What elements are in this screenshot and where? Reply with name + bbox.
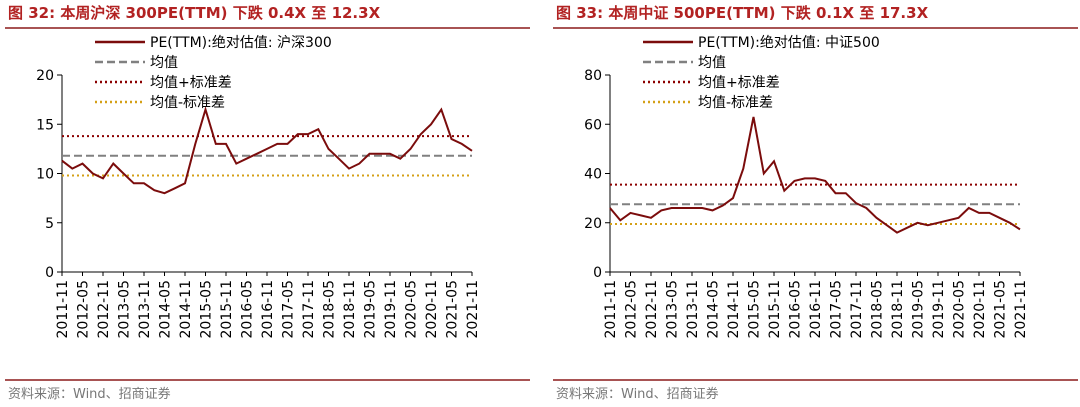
x-tick-label: 2012-05 — [76, 280, 92, 339]
x-tick-label: 2021-11 — [465, 280, 481, 339]
legend-label: 均值+标准差 — [150, 75, 232, 91]
x-tick-label: 2011-11 — [603, 280, 619, 339]
legend-label: PE(TTM):绝对估值: 沪深300 — [150, 35, 332, 51]
y-tick-label: 15 — [36, 117, 54, 133]
x-tick-label: 2018-05 — [870, 280, 886, 339]
x-tick-label: 2012-11 — [644, 280, 660, 339]
x-tick-label: 2018-11 — [890, 280, 906, 339]
x-tick-label: 2014-11 — [726, 280, 742, 339]
x-tick-label: 2015-11 — [219, 280, 235, 339]
x-tick-label: 2020-11 — [424, 280, 440, 339]
x-tick-label: 2013-05 — [665, 280, 681, 339]
x-tick-label: 2017-11 — [849, 280, 865, 339]
x-tick-label: 2015-05 — [747, 280, 763, 339]
x-tick-label: 2018-11 — [342, 280, 358, 339]
x-tick-label: 2021-11 — [1013, 280, 1029, 339]
data-line — [61, 105, 473, 195]
legend-label: PE(TTM):绝对估值: 中证500 — [698, 35, 880, 51]
legend-label: 均值-标准差 — [150, 95, 225, 111]
x-tick-label: 2019-11 — [383, 280, 399, 339]
x-tick-label: 2019-05 — [911, 280, 927, 339]
x-tick-label: 2019-11 — [931, 280, 947, 339]
x-tick-label: 2017-05 — [281, 280, 297, 339]
x-tick-label: 2020-11 — [972, 280, 988, 339]
x-tick-label: 2017-11 — [301, 280, 317, 339]
x-tick-label: 2014-11 — [178, 280, 194, 339]
x-tick-label: 2015-05 — [199, 280, 215, 339]
x-tick-label: 2013-11 — [685, 280, 701, 339]
y-tick-label: 10 — [36, 167, 54, 183]
x-tick-label: 2021-05 — [445, 280, 461, 339]
x-tick-label: 2013-11 — [137, 280, 153, 339]
x-tick-label: 2012-05 — [624, 280, 640, 339]
x-tick-label: 2016-05 — [788, 280, 804, 339]
chart-title: 图 32: 本周沪深 300PE(TTM) 下跌 0.4X 至 12.3X — [8, 4, 381, 22]
source: 资料来源：Wind、招商证券 — [8, 386, 171, 402]
y-tick-label: 20 — [36, 68, 54, 84]
data-line — [609, 116, 1021, 234]
y-tick-label: 40 — [584, 167, 602, 183]
x-tick-label: 2020-05 — [404, 280, 420, 339]
x-tick-label: 2018-05 — [322, 280, 338, 339]
legend-label: 均值+标准差 — [698, 75, 780, 91]
x-tick-label: 2017-05 — [829, 280, 845, 339]
y-tick-label: 80 — [584, 68, 602, 84]
legend-label: 均值 — [698, 55, 726, 71]
x-tick-label: 2016-11 — [260, 280, 276, 339]
y-tick-label: 60 — [584, 117, 602, 133]
x-tick-label: 2016-05 — [240, 280, 256, 339]
x-tick-label: 2013-05 — [117, 280, 133, 339]
x-tick-label: 2016-11 — [808, 280, 824, 339]
legend-label: 均值-标准差 — [698, 95, 773, 111]
x-tick-label: 2014-05 — [706, 280, 722, 339]
source: 资料来源：Wind、招商证券 — [556, 386, 719, 402]
legend-label: 均值 — [150, 55, 178, 71]
chart-title: 图 33: 本周中证 500PE(TTM) 下跌 0.1X 至 17.3X — [556, 4, 929, 22]
x-tick-label: 2014-05 — [158, 280, 174, 339]
x-tick-label: 2015-11 — [767, 280, 783, 339]
y-tick-label: 0 — [593, 265, 602, 281]
x-tick-label: 2019-05 — [363, 280, 379, 339]
x-tick-label: 2021-05 — [993, 280, 1009, 339]
x-tick-label: 2020-05 — [952, 280, 968, 339]
y-tick-label: 20 — [584, 216, 602, 232]
x-tick-label: 2012-11 — [96, 280, 112, 339]
y-tick-label: 5 — [45, 216, 54, 232]
y-tick-label: 0 — [45, 265, 54, 281]
x-tick-label: 2011-11 — [55, 280, 71, 339]
